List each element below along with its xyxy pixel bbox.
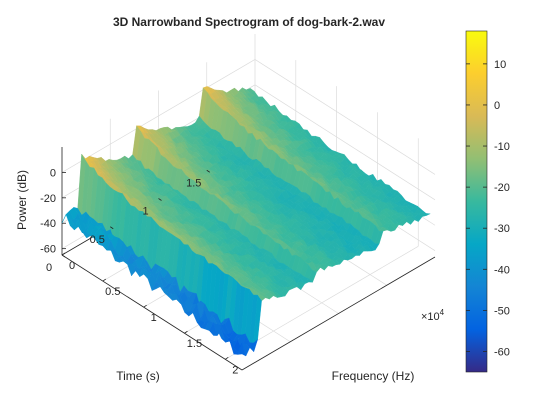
colorbar-tick-label: -50 xyxy=(494,305,510,317)
y-axis-line-right xyxy=(241,256,436,371)
back-wall-grid-line xyxy=(254,59,436,175)
z-tick-label: -20 xyxy=(40,193,56,205)
x-axis-exponent: ×104 xyxy=(421,308,445,323)
back-wall-grid-line xyxy=(254,84,436,201)
colorbar-tick-label: -10 xyxy=(494,141,510,153)
y-tick-label: 0.5 xyxy=(90,234,105,246)
x-tick-mark xyxy=(102,278,107,282)
y-tick-mark xyxy=(206,169,210,173)
y-tick-mark xyxy=(61,254,66,258)
x-exponent-base: ×10 xyxy=(421,311,440,323)
colorbar-ticks: 10 0 -10 -20 -30 -40 -50 -60 xyxy=(466,59,510,358)
y-tick-mark xyxy=(158,198,162,201)
x-axis-line xyxy=(61,254,243,371)
x-tick-mark xyxy=(225,356,229,360)
surface-patch xyxy=(237,342,247,357)
x-tick-mark xyxy=(61,252,66,256)
colorbar-tick-label: -60 xyxy=(494,346,510,358)
x-tick-label: 2 xyxy=(232,364,238,376)
y-tick-label: 1 xyxy=(142,206,148,218)
z-tick-label: -60 xyxy=(40,244,56,256)
x-axis-label: Frequency (Hz) xyxy=(332,369,415,383)
colorbar-tick-label: -40 xyxy=(494,264,510,276)
spectrogram-surface xyxy=(61,85,431,357)
y-axis-label: Time (s) xyxy=(116,369,160,383)
x-tick-mark xyxy=(184,330,188,334)
colorbar-tick-label: -20 xyxy=(494,182,510,194)
x-tick-label: 1 xyxy=(151,312,157,324)
x-tick-label: 0.5 xyxy=(105,286,120,298)
colorbar-tick-label: 10 xyxy=(494,59,506,71)
y-tick-mark xyxy=(110,226,114,230)
x-tick-label: 0 xyxy=(69,260,75,272)
y-tick-label: 0 xyxy=(46,262,52,274)
x-tick-mark xyxy=(143,304,147,308)
z-tick-label: 0 xyxy=(50,167,56,179)
x-exponent-power: 4 xyxy=(440,308,445,317)
chart-title: 3D Narrowband Spectrogram of dog-bark-2.… xyxy=(113,15,385,29)
axis-ticks: 0 0.5 1 1.5 2 0 0.5 1 1.5 0 -20 -40 -60 xyxy=(40,167,238,376)
colorbar xyxy=(465,30,488,373)
x-tick-label: 1.5 xyxy=(187,338,202,350)
y-tick-label: 1.5 xyxy=(186,177,201,189)
colorbar-tick-label: 0 xyxy=(494,100,500,112)
z-axis-label: Power (dB) xyxy=(15,170,29,230)
side-wall-grid-line xyxy=(61,59,256,173)
z-tick-label: -40 xyxy=(40,218,56,230)
colorbar-tick-label: -30 xyxy=(494,223,510,235)
